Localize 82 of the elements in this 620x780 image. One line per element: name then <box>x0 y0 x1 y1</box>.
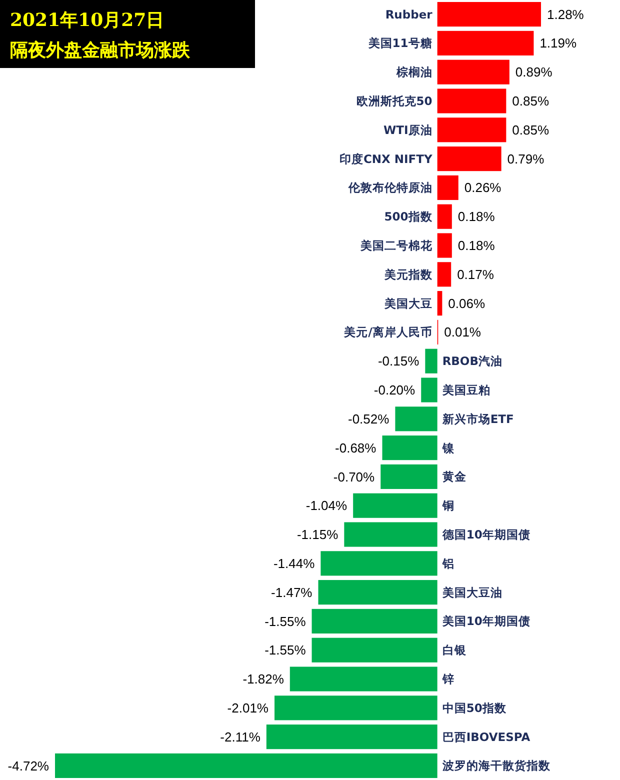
y-tick-label: 印度CNX NIFTY <box>339 152 433 166</box>
data-label: -2.11% <box>220 729 261 744</box>
bar <box>437 233 452 258</box>
bar <box>344 522 438 547</box>
y-tick-label: 波罗的海干散货指数 <box>441 758 552 773</box>
bar <box>421 378 438 402</box>
data-label: 0.85% <box>512 122 550 138</box>
bar <box>318 580 438 605</box>
data-label: -0.52% <box>348 411 390 426</box>
bar <box>380 464 438 489</box>
y-tick-label: 500指数 <box>384 210 434 224</box>
bar <box>382 436 438 460</box>
y-tick-label: 中国50指数 <box>442 700 508 715</box>
data-label: 0.17% <box>457 266 494 282</box>
bar <box>274 696 438 720</box>
y-tick-label: 铝 <box>441 556 454 570</box>
data-label: -0.68% <box>335 440 377 456</box>
data-label: 0.01% <box>444 324 482 340</box>
data-label: 0.79% <box>507 151 545 166</box>
bar <box>353 493 438 518</box>
bar <box>55 753 438 778</box>
data-label: 0.26% <box>464 180 502 196</box>
y-tick-label: 美国豆粕 <box>441 383 490 398</box>
bar <box>437 118 506 142</box>
y-tick-label: 棕榈油 <box>395 65 432 80</box>
data-label: -0.20% <box>374 382 416 398</box>
y-tick-label: 德国10年期国债 <box>441 528 530 542</box>
data-label: -2.01% <box>227 700 269 716</box>
data-label: -0.70% <box>333 469 376 484</box>
y-tick-label: 美国二号棉花 <box>359 238 434 253</box>
y-tick-label: 黄金 <box>441 470 466 484</box>
bar <box>312 608 438 634</box>
y-tick-label: 美元指数 <box>383 267 434 282</box>
bar <box>437 291 442 316</box>
y-tick-label: 美国大豆油 <box>441 585 502 600</box>
data-label: 0.89% <box>515 64 553 80</box>
text: 隔夜外盘金融市场涨跌 <box>10 40 191 61</box>
y-tick-label: 新兴市场ETF <box>441 412 514 426</box>
bar <box>437 88 506 114</box>
data-label: -1.04% <box>306 498 348 514</box>
y-tick-label: 铜 <box>441 498 454 513</box>
bar <box>437 60 510 84</box>
data-label: -0.15% <box>378 354 420 369</box>
bar <box>320 551 438 576</box>
y-tick-label: 伦敦布伦特原油 <box>347 180 432 195</box>
y-tick-label: 美国10年期国债 <box>441 614 530 628</box>
bar <box>437 204 452 229</box>
data-label: -4.72% <box>8 758 50 774</box>
y-tick-label: 镍 <box>441 440 456 455</box>
bar <box>395 406 438 432</box>
bar <box>425 348 438 374</box>
data-label: -1.82% <box>242 672 284 687</box>
data-label: 0.06% <box>448 296 486 311</box>
y-tick-label: 美国11号糖 <box>367 36 432 50</box>
y-tick-label: 锌 <box>441 672 454 686</box>
data-label: -1.55% <box>264 614 306 629</box>
data-label: 0.85% <box>512 94 550 109</box>
bar <box>437 262 452 287</box>
bar <box>266 724 438 750</box>
bar <box>290 666 438 692</box>
data-label: -1.15% <box>296 527 339 542</box>
bar <box>437 146 502 172</box>
data-label: 0.18% <box>458 238 496 254</box>
y-tick-label: 美国大豆 <box>383 296 432 310</box>
y-tick-label: RBOB汽油 <box>442 354 502 368</box>
bar <box>312 638 438 662</box>
data-label: 1.19% <box>540 36 578 51</box>
bar <box>437 30 534 56</box>
data-label: 1.28% <box>547 6 584 22</box>
bar <box>437 175 458 200</box>
bar <box>437 2 541 27</box>
data-label: -1.47% <box>271 584 313 600</box>
data-label: 0.18% <box>458 209 496 224</box>
data-label: -1.44% <box>273 556 316 571</box>
y-tick-label: 白银 <box>442 643 468 658</box>
y-tick-label: Rubber <box>385 7 433 22</box>
y-tick-label: 欧洲斯托克50 <box>356 94 432 108</box>
data-label: -1.55% <box>264 642 306 658</box>
y-tick-label: 巴西IBOVESPA <box>442 730 530 744</box>
y-tick-label: WTI原油 <box>384 122 432 137</box>
y-tick-label: 美元/离岸人民币 <box>343 325 432 340</box>
text: 2021年10月27日 <box>10 10 164 31</box>
